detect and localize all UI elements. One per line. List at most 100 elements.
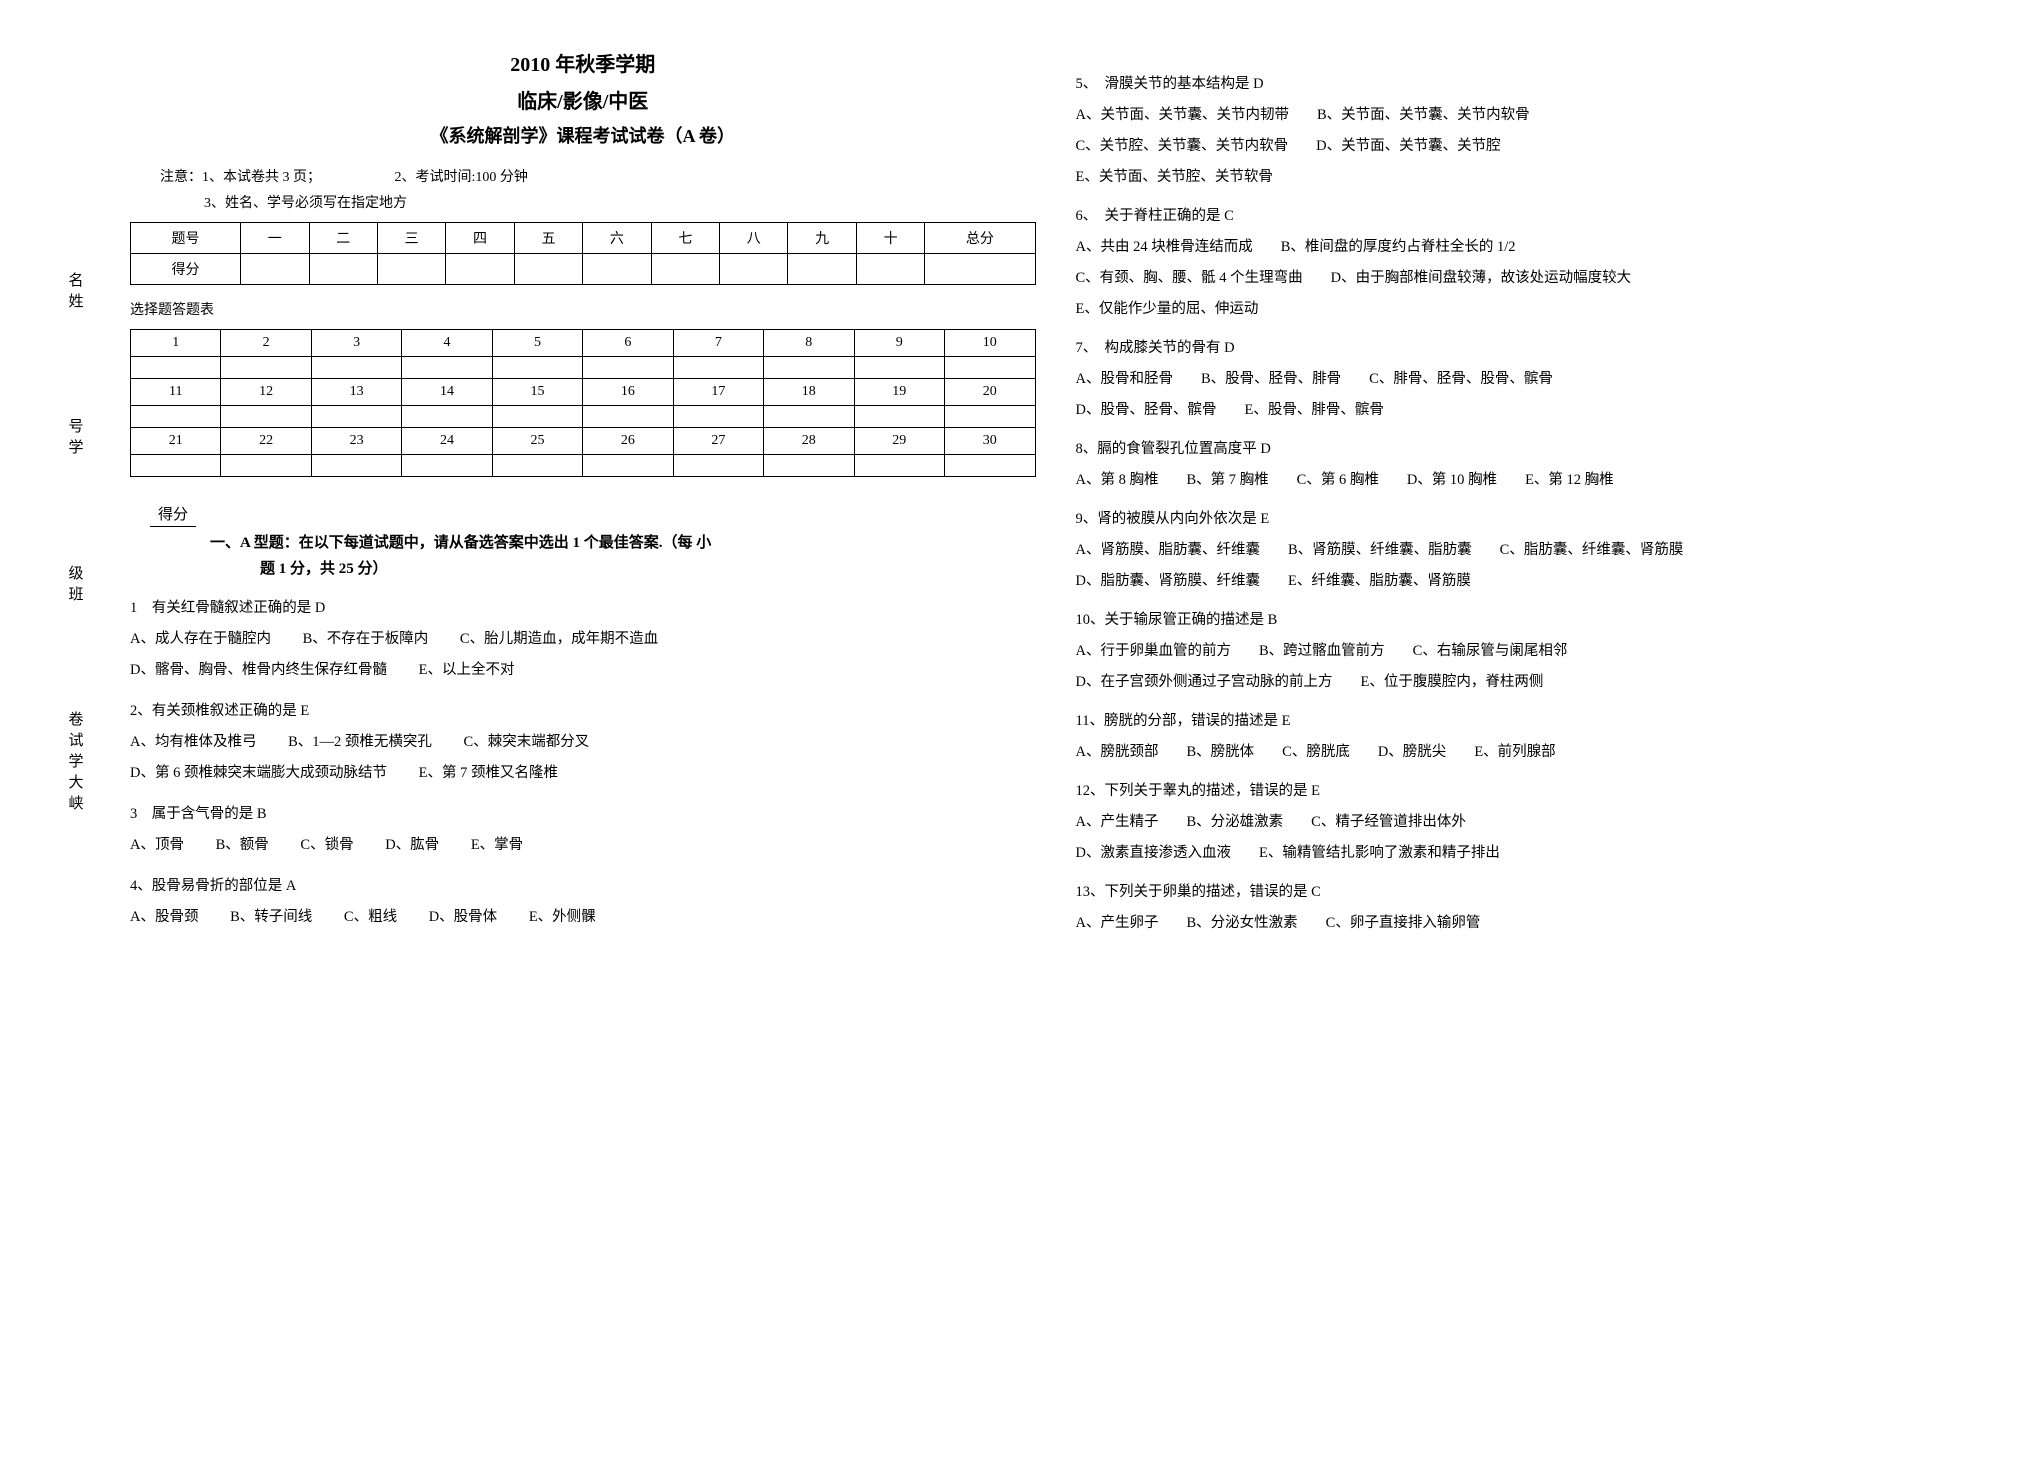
- q1-a: A、成人存在于髓腔内: [130, 625, 271, 654]
- q5-e: E、关节面、关节腔、关节软骨: [1076, 163, 1273, 192]
- q4-b: B、转子间线: [230, 903, 312, 932]
- score-value-row: 得分: [131, 254, 1036, 285]
- cell: [944, 357, 1035, 379]
- q1-stem: 1 有关红骨髓叙述正确的是 D: [130, 594, 1036, 623]
- cell: [221, 455, 311, 477]
- cell: [492, 455, 582, 477]
- q9-d: D、脂肪囊、肾筋膜、纤维囊: [1076, 567, 1260, 596]
- question-3: 3 属于含气骨的是 B A、顶骨 B、额骨 C、锁骨 D、肱骨 E、掌骨: [130, 800, 1036, 860]
- q7-d: D、股骨、胫骨、髌骨: [1076, 396, 1217, 425]
- q12-stem: 12、下列关于睾丸的描述，错误的是 E: [1076, 777, 1982, 806]
- q7-e: E、股骨、腓骨、髌骨: [1244, 396, 1383, 425]
- q3-c: C、锁骨: [300, 831, 353, 860]
- cell: 1: [131, 330, 221, 357]
- cell: [221, 357, 311, 379]
- exam-header: 2010 年秋季学期 临床/影像/中医 《系统解剖学》课程考试试卷（A 卷）: [130, 48, 1036, 148]
- q11-d: D、膀胱尖: [1378, 738, 1446, 767]
- cell: 11: [131, 379, 221, 406]
- cell: 10: [944, 330, 1035, 357]
- q10-e: E、位于腹膜腔内，脊柱两侧: [1360, 668, 1543, 697]
- cell: [241, 254, 309, 285]
- cell: [311, 357, 401, 379]
- question-6: 6、 关于脊柱正确的是 C A、共由 24 块椎骨连结而成B、椎间盘的厚度约占脊…: [1076, 202, 1982, 324]
- cell: 总分: [925, 223, 1035, 254]
- answer-table-caption: 选择题答题表: [130, 299, 1036, 319]
- cell: [402, 357, 492, 379]
- cell: 9: [854, 330, 944, 357]
- q5-c: C、关节腔、关节囊、关节内软骨: [1076, 132, 1289, 161]
- cell: [856, 254, 924, 285]
- cell: 30: [944, 428, 1035, 455]
- q13-stem: 13、下列关于卵巢的描述，错误的是 C: [1076, 878, 1982, 907]
- cell: 28: [764, 428, 854, 455]
- cell: [673, 455, 763, 477]
- q13-b: B、分泌女性激素: [1186, 909, 1297, 938]
- cell: [492, 406, 582, 428]
- q11-stem: 11、膀胱的分部，错误的描述是 E: [1076, 707, 1982, 736]
- cell: [309, 254, 377, 285]
- cell: 26: [583, 428, 673, 455]
- exam-notes: 注意：1、本试卷共 3 页； 2、考试时间:100 分钟 3、姓名、学号必须写在…: [160, 166, 1036, 212]
- q3-stem: 3 属于含气骨的是 B: [130, 800, 1036, 829]
- q8-d: D、第 10 胸椎: [1407, 466, 1497, 495]
- cell: 4: [402, 330, 492, 357]
- q10-b: B、跨过髂血管前方: [1259, 637, 1385, 666]
- section-a-line1: 一、A 型题：在以下每道试题中，请从备选答案中选出 1 个最佳答案.（每 小: [210, 535, 711, 551]
- cell: [673, 357, 763, 379]
- q2-a: A、均有椎体及椎弓: [130, 728, 256, 757]
- q12-b: B、分泌雄激素: [1186, 808, 1283, 837]
- q9-c: C、脂肪囊、纤维囊、肾筋膜: [1500, 536, 1684, 565]
- cell: [446, 254, 514, 285]
- header-term: 2010 年秋季学期: [130, 48, 1036, 77]
- cell: 12: [221, 379, 311, 406]
- cell: 六: [583, 223, 651, 254]
- cell: 16: [583, 379, 673, 406]
- q11-b: B、膀胱体: [1186, 738, 1254, 767]
- cell: [583, 357, 673, 379]
- cell: 2: [221, 330, 311, 357]
- q8-a: A、第 8 胸椎: [1076, 466, 1159, 495]
- q7-a: A、股骨和胫骨: [1076, 365, 1173, 394]
- header-title: 《系统解剖学》课程考试试卷（A 卷）: [130, 122, 1036, 148]
- cell: [402, 455, 492, 477]
- q3-d: D、肱骨: [385, 831, 439, 860]
- cell: 五: [514, 223, 582, 254]
- q12-d: D、激素直接渗透入血液: [1076, 839, 1231, 868]
- cell: 3: [311, 330, 401, 357]
- q12-c: C、精子经管道排出体外: [1311, 808, 1466, 837]
- q8-c: C、第 6 胸椎: [1297, 466, 1379, 495]
- question-4: 4、股骨易骨折的部位是 A A、股骨颈 B、转子间线 C、粗线 D、股骨体 E、…: [130, 872, 1036, 932]
- cell: 三: [377, 223, 445, 254]
- q12-a: A、产生精子: [1076, 808, 1159, 837]
- label-school: 卷试学大峡: [65, 711, 86, 816]
- vertical-margin-labels: 名姓 号学 级班 卷试学大峡: [60, 40, 90, 948]
- cell: [583, 455, 673, 477]
- cell: 5: [492, 330, 582, 357]
- q8-stem: 8、膈的食管裂孔位置高度平 D: [1076, 435, 1982, 464]
- cell: [764, 357, 854, 379]
- cell: [673, 406, 763, 428]
- cell: 八: [720, 223, 788, 254]
- cell: [311, 455, 401, 477]
- q9-b: B、肾筋膜、纤维囊、脂肪囊: [1288, 536, 1472, 565]
- cell: 七: [651, 223, 719, 254]
- question-5: 5、 滑膜关节的基本结构是 D A、关节面、关节囊、关节内韧带B、关节面、关节囊…: [1076, 70, 1982, 192]
- q1-e: E、以上全不对: [419, 656, 515, 685]
- cell: 14: [402, 379, 492, 406]
- label-id: 号学: [65, 418, 86, 460]
- right-column: 5、 滑膜关节的基本结构是 D A、关节面、关节囊、关节内韧带B、关节面、关节囊…: [1076, 40, 1982, 948]
- cell: 6: [583, 330, 673, 357]
- cell: [720, 254, 788, 285]
- q6-b: B、椎间盘的厚度约占脊柱全长的 1/2: [1281, 233, 1516, 262]
- q9-e: E、纤维囊、脂肪囊、肾筋膜: [1288, 567, 1471, 596]
- q9-stem: 9、肾的被膜从内向外依次是 E: [1076, 505, 1982, 534]
- cell: 21: [131, 428, 221, 455]
- cell: 九: [788, 223, 856, 254]
- q13-c: C、卵子直接排入输卵管: [1326, 909, 1481, 938]
- q5-stem: 5、 滑膜关节的基本结构是 D: [1076, 70, 1982, 99]
- cell: 23: [311, 428, 401, 455]
- note-2: 2、考试时间:100 分钟: [395, 170, 528, 185]
- q11-a: A、膀胱颈部: [1076, 738, 1159, 767]
- q6-stem: 6、 关于脊柱正确的是 C: [1076, 202, 1982, 231]
- cell: [221, 406, 311, 428]
